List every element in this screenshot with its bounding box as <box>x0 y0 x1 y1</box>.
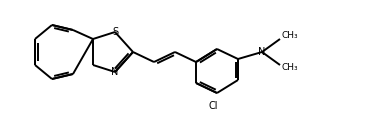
Text: CH₃: CH₃ <box>282 32 299 40</box>
Text: Cl: Cl <box>208 101 218 111</box>
Text: N: N <box>111 67 119 77</box>
Text: S: S <box>112 27 118 37</box>
Text: CH₃: CH₃ <box>282 63 299 72</box>
Text: N: N <box>258 47 266 57</box>
